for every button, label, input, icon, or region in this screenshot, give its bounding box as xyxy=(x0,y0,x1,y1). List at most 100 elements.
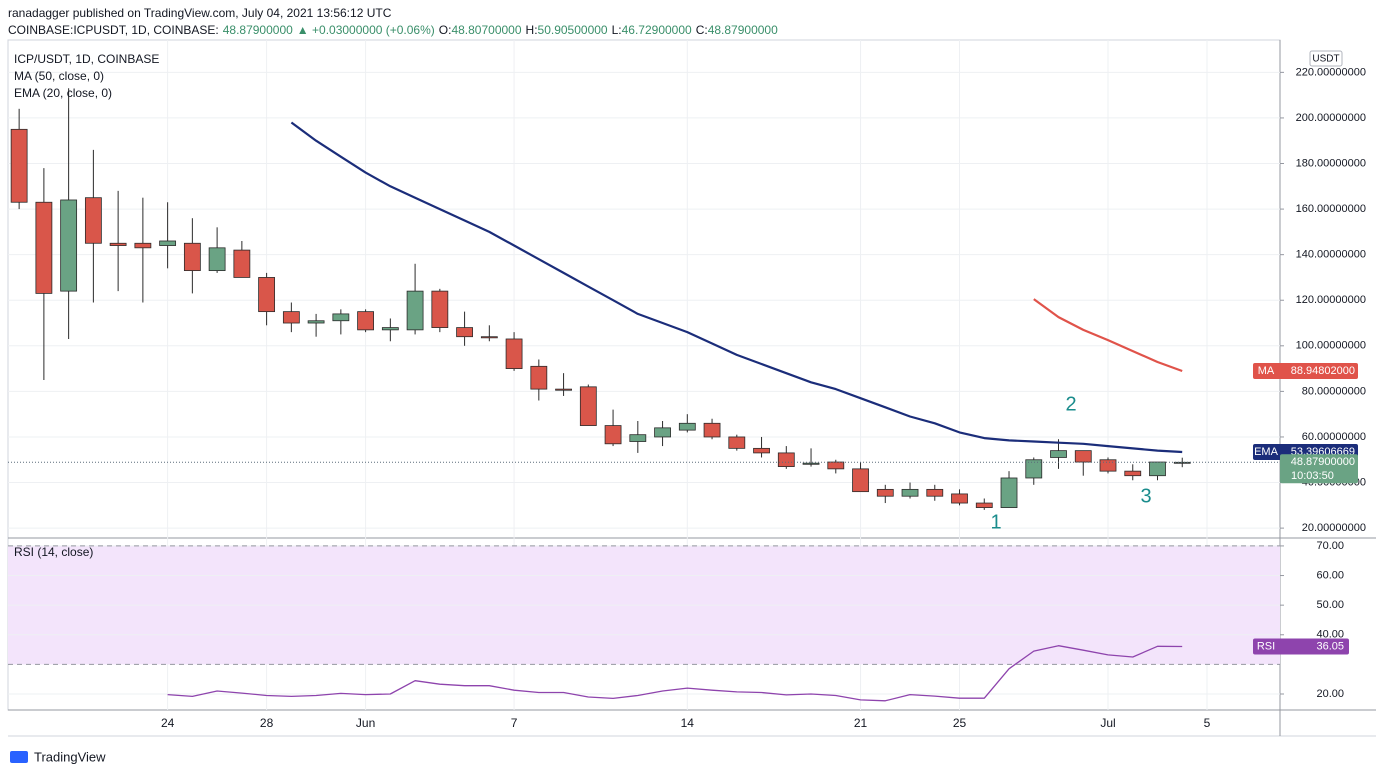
candle-body xyxy=(208,247,226,272)
pane-title: ICP/USDT, 1D, COINBASE xyxy=(14,52,159,66)
ohlc-value: 46.72900000 xyxy=(621,23,692,37)
ohlc: O:48.80700000 H:50.90500000 L:46.72900000 C… xyxy=(439,23,782,37)
last-price: 48.87900000 xyxy=(222,23,293,37)
y-tick-label: 20.00 xyxy=(1316,688,1344,700)
candle-body xyxy=(629,434,647,442)
badge-value: 36.05 xyxy=(1316,640,1344,652)
x-tick-label: 5 xyxy=(1204,716,1211,730)
price-badge xyxy=(1280,454,1358,484)
currency-box xyxy=(1309,50,1343,67)
ohlc-value: 50.90500000 xyxy=(537,23,608,37)
candle-body xyxy=(654,427,671,438)
y-tick-label: 80.00000000 xyxy=(1302,385,1366,397)
badge xyxy=(1253,362,1358,379)
annotation: 3 xyxy=(1140,485,1151,507)
candle-body xyxy=(703,422,721,438)
candle-body xyxy=(406,290,424,331)
candle-body xyxy=(1025,459,1043,479)
ohlc-value: 48.80700000 xyxy=(451,23,522,37)
candle-body xyxy=(307,320,325,324)
publisher: ranadagger published on TradingView.com,… xyxy=(8,6,392,20)
logo xyxy=(10,751,28,763)
x-tick-label: 14 xyxy=(681,716,695,730)
y-tick-label: 160.00000000 xyxy=(1296,203,1366,215)
header: ranadagger published on TradingView.com,… xyxy=(8,5,786,39)
candle-body xyxy=(134,242,152,249)
candle-body xyxy=(678,422,696,431)
series-line xyxy=(1033,298,1183,373)
candle-body xyxy=(1099,459,1117,472)
candle-body xyxy=(579,386,597,426)
candle-body xyxy=(802,462,820,465)
candle-body xyxy=(975,502,993,509)
candle-body xyxy=(84,197,102,244)
badge-tag: EMA xyxy=(1254,446,1279,458)
candle-body xyxy=(183,242,201,272)
ohlc-label: H: xyxy=(525,23,538,37)
candle-body xyxy=(282,311,300,324)
y-tick-label: 70.00 xyxy=(1316,540,1344,552)
candle-body xyxy=(505,338,523,369)
legend-item: EMA (20, close, 0) xyxy=(14,86,112,100)
candle-body xyxy=(555,388,572,391)
candle-body xyxy=(431,290,449,328)
badge xyxy=(1253,638,1349,655)
y-tick-label: 200.00000000 xyxy=(1296,112,1366,124)
series-line xyxy=(290,121,1183,454)
countdown: 10:03:50 xyxy=(1291,470,1334,482)
x-tick-label: 7 xyxy=(511,716,518,730)
candle-body xyxy=(1149,461,1166,477)
y-tick-label: 140.00000000 xyxy=(1296,249,1366,261)
candle-body xyxy=(35,201,53,294)
y-tick-label: 220.00000000 xyxy=(1296,66,1366,78)
plot: 2428Jun7142125Jul520.0000000040.00000000… xyxy=(8,40,1366,730)
candle-body xyxy=(852,468,869,493)
badge-tag: RSI xyxy=(1257,640,1275,652)
change: ▲ +0.03000000 (+0.06%) xyxy=(296,23,435,37)
candle-body xyxy=(60,199,78,292)
x-tick-label: 25 xyxy=(953,716,967,730)
x-tick-label: Jun xyxy=(356,716,375,730)
candle-body xyxy=(480,336,498,339)
symbol: COINBASE:ICPUSDT, 1D, COINBASE: xyxy=(8,23,219,37)
y-tick-label: 50.00 xyxy=(1316,599,1344,611)
candle-body xyxy=(777,452,795,467)
ohlc-label: O: xyxy=(438,23,452,37)
y-tick-label: 100.00000000 xyxy=(1296,340,1366,352)
y-tick-label: 20.00000000 xyxy=(1302,522,1366,534)
candle-body xyxy=(901,488,919,497)
ohlc-value: 48.87900000 xyxy=(707,23,778,37)
series-line xyxy=(167,645,1183,702)
y-tick-label: 60.00000000 xyxy=(1302,431,1366,443)
y-tick-label: 180.00000000 xyxy=(1296,157,1366,169)
candle-body xyxy=(381,327,399,331)
candle-body xyxy=(604,425,622,445)
candle-body xyxy=(1074,450,1092,463)
badge-value: 88.94802000 xyxy=(1291,365,1355,377)
candle-body xyxy=(876,488,894,497)
candle-body xyxy=(827,461,845,470)
candle-body xyxy=(109,242,127,246)
badge-tag: MA xyxy=(1258,365,1275,377)
candle-body xyxy=(1000,477,1018,509)
x-tick-label: Jul xyxy=(1100,716,1115,730)
y-tick-label: 120.00000000 xyxy=(1296,294,1366,306)
ohlc-label: C: xyxy=(695,23,708,37)
candle-body xyxy=(159,240,177,246)
y-tick-label: 60.00 xyxy=(1316,569,1344,581)
y-tick-label: 40.00 xyxy=(1316,629,1344,641)
candle-body xyxy=(1124,470,1142,477)
x-tick-label: 28 xyxy=(260,716,274,730)
price-badge-value: 48.87900000 xyxy=(1291,456,1355,468)
symbol-line: COINBASE:ICPUSDT, 1D, COINBASE: 48.879000… xyxy=(8,22,786,39)
footer-brand: TradingView xyxy=(34,749,106,764)
candle-body xyxy=(258,277,276,313)
candle-body xyxy=(530,365,548,390)
x-tick-label: 21 xyxy=(854,716,868,730)
annotation: 1 xyxy=(990,511,1001,533)
candle-body xyxy=(10,128,28,203)
candle-body xyxy=(753,447,770,454)
candle-body xyxy=(332,313,350,322)
